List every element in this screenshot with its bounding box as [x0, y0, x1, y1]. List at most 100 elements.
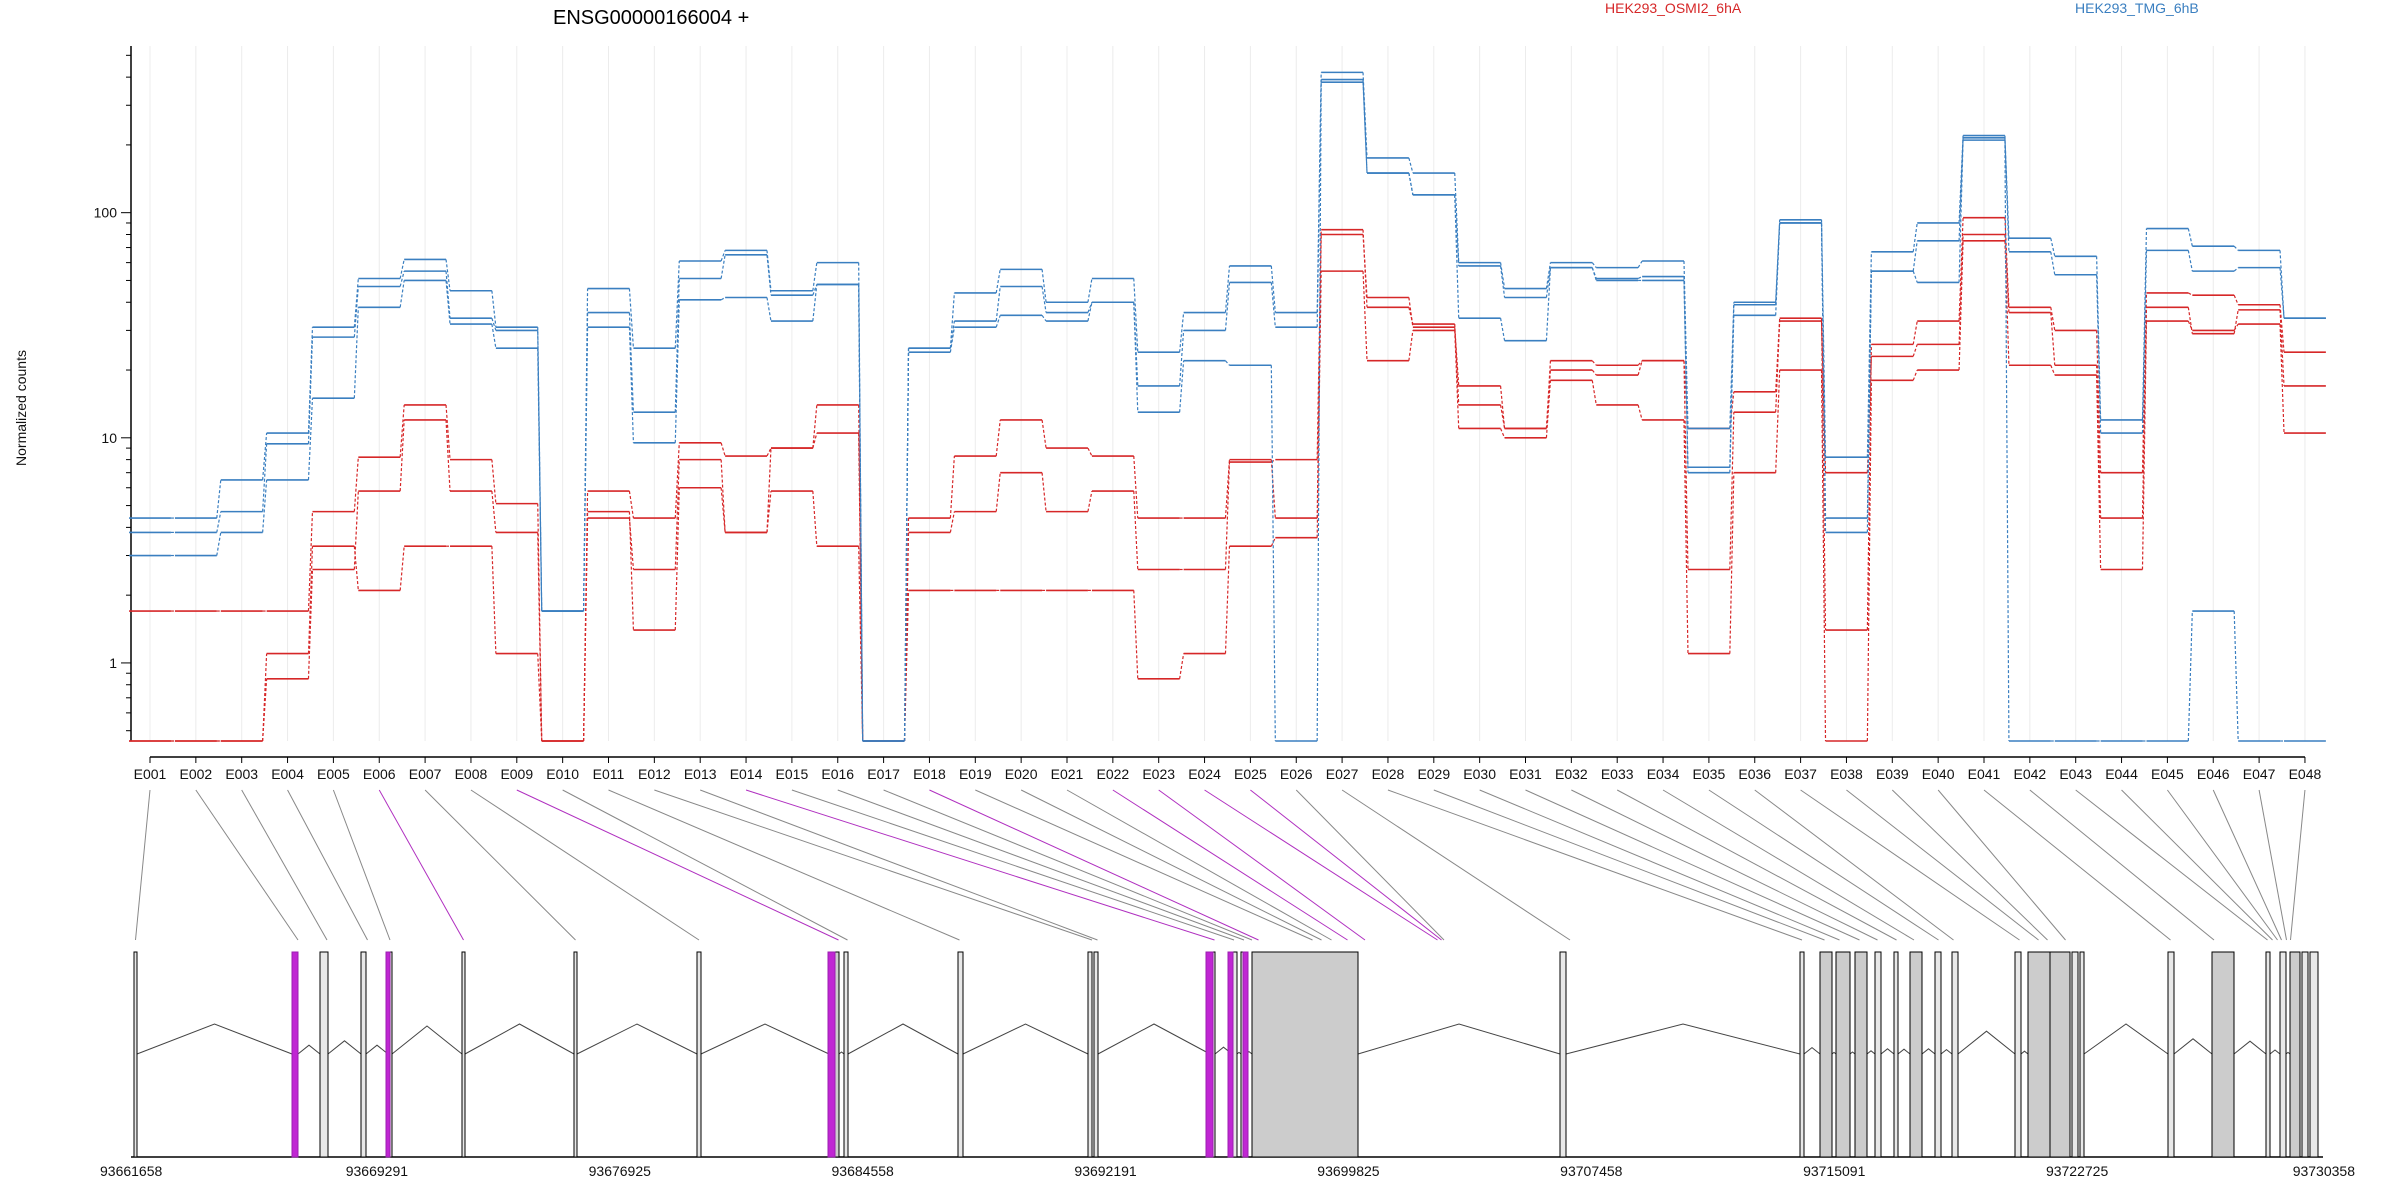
- x-tick-label-E031: E031: [1509, 766, 1542, 782]
- genomic-coordinate-label: 93669291: [346, 1163, 409, 1179]
- connector-E042: [2029, 789, 2215, 941]
- series-5-connector: [1041, 286, 1047, 313]
- genomic-coordinate-label: 93722725: [2046, 1163, 2109, 1179]
- series-6-connector: [2141, 228, 2148, 420]
- series-3-connector: [1591, 360, 1597, 366]
- exon-block-highlighted: [1227, 951, 1234, 1158]
- series-1-connector: [812, 491, 818, 547]
- series-3-connector: [491, 459, 497, 504]
- intron-line: [391, 1025, 463, 1055]
- series-2-connector: [2279, 309, 2285, 386]
- series-2-connector: [1362, 229, 1368, 308]
- series-1-connector: [1500, 428, 1506, 439]
- series-6-connector: [2096, 256, 2102, 420]
- series-6-connector: [1270, 265, 1276, 313]
- connector-E025: [1250, 789, 1442, 941]
- intron-line: [576, 1023, 698, 1055]
- series-1-connector: [1408, 330, 1414, 361]
- exon-block: [133, 951, 138, 1158]
- series-4: [129, 81, 2326, 742]
- series-1-connector: [674, 487, 680, 631]
- exon-block: [2301, 951, 2309, 1158]
- x-tick-label-E005: E005: [317, 766, 350, 782]
- series-2-connector: [1499, 404, 1506, 429]
- series-3: [129, 216, 2326, 742]
- x-tick-label-E017: E017: [867, 766, 900, 782]
- series-6-connector: [1087, 278, 1093, 303]
- series-3-connector: [1637, 360, 1643, 366]
- exon-block: [843, 951, 849, 1158]
- series-2-connector: [491, 491, 497, 533]
- exon-block-highlighted: [385, 951, 391, 1158]
- series-2-connector: [812, 404, 818, 449]
- series-6-connector: [2279, 250, 2285, 319]
- series-5-connector: [399, 270, 405, 287]
- series-4-connector: [628, 327, 635, 443]
- series-5-connector: [1912, 240, 1918, 272]
- series-5-connector: [1820, 222, 1827, 533]
- series-6-connector: [216, 479, 222, 519]
- connector-E004: [287, 789, 368, 941]
- connector-E003: [241, 789, 328, 941]
- x-tick-label-E042: E042: [2013, 766, 2046, 782]
- series-4-connector: [1225, 360, 1230, 366]
- series-1-connector: [1775, 370, 1781, 473]
- exon-block: [319, 951, 329, 1158]
- exon-block: [2265, 951, 2271, 1158]
- x-tick-label-E030: E030: [1463, 766, 1496, 782]
- connector-E026: [1295, 789, 1445, 941]
- series-6-connector: [1499, 262, 1506, 289]
- x-tick-label-E015: E015: [776, 766, 809, 782]
- series-5-connector: [491, 317, 497, 331]
- series-6-connector: [2004, 135, 2010, 239]
- genomic-coordinate-label: 93707458: [1560, 1163, 1623, 1179]
- x-tick-label-E010: E010: [546, 766, 579, 782]
- exon-block: [2071, 951, 2079, 1158]
- series-2-connector: [949, 511, 955, 533]
- intron-line: [1097, 1023, 1211, 1055]
- series-6-connector: [2233, 245, 2239, 251]
- series-3-connector: [2050, 307, 2056, 331]
- series-4-connector: [766, 297, 772, 322]
- series-3-connector: [1316, 234, 1322, 519]
- series-3-connector: [537, 503, 543, 742]
- exon-block: [696, 951, 702, 1158]
- x-tick-label-E033: E033: [1601, 766, 1634, 782]
- series-4-connector: [491, 323, 497, 349]
- intron-line: [700, 1023, 830, 1055]
- exon-block: [573, 951, 578, 1158]
- series-5-connector: [1133, 302, 1139, 386]
- exon-block: [1093, 951, 1099, 1158]
- series-4-connector: [1270, 365, 1276, 742]
- connector-E010: [562, 789, 848, 941]
- series-5-connector: [216, 511, 222, 533]
- x-tick-label-E008: E008: [455, 766, 488, 782]
- series-5-connector: [995, 286, 1001, 322]
- series-6-connector: [353, 278, 359, 328]
- x-tick-label-E013: E013: [684, 766, 717, 782]
- series-3-connector: [766, 447, 772, 457]
- series-1-connector: [2233, 323, 2239, 331]
- connector-E035: [1708, 789, 1939, 941]
- series-1-connector: [262, 653, 268, 742]
- exon-block: [1854, 951, 1868, 1158]
- series-2-connector: [399, 419, 405, 492]
- series-2-connector: [1958, 234, 1964, 345]
- series-5-connector: [720, 254, 726, 279]
- x-tick-label-E009: E009: [500, 766, 533, 782]
- series-2-connector: [1041, 472, 1047, 512]
- series-3-connector: [1499, 385, 1506, 429]
- connector-E015: [791, 789, 1235, 941]
- x-tick-label-E027: E027: [1326, 766, 1359, 782]
- series-6-connector: [1637, 260, 1643, 268]
- series-6-connector: [674, 260, 680, 349]
- x-tick-label-E038: E038: [1830, 766, 1863, 782]
- series-5-connector: [1408, 172, 1414, 195]
- exon-block: [2079, 951, 2085, 1158]
- intron-line: [1957, 1030, 2016, 1055]
- series-3-connector: [353, 457, 359, 512]
- series-6-connector: [262, 432, 268, 480]
- series-6-connector: [1316, 72, 1322, 313]
- series-1-connector: [2187, 320, 2193, 331]
